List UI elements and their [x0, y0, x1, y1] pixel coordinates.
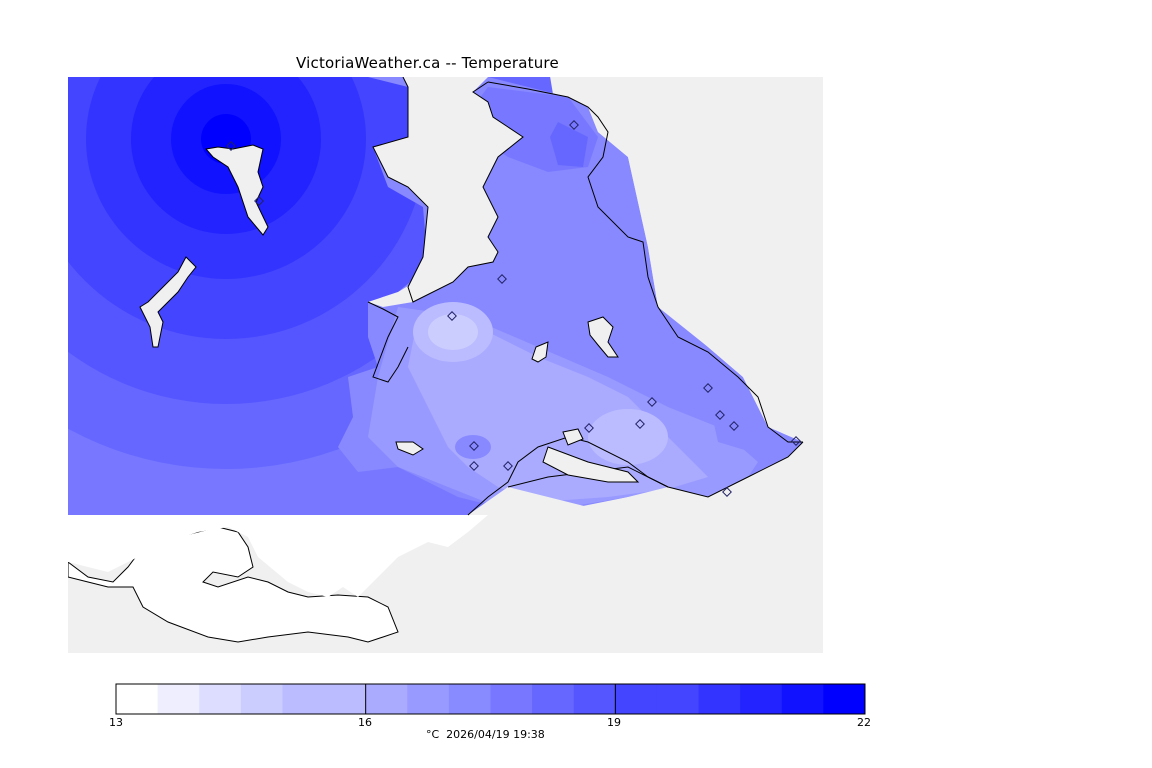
- colorbar-frame: [115, 683, 866, 715]
- station-marker[interactable]: [226, 141, 236, 151]
- colorbar-cell: [116, 684, 159, 714]
- station-marker[interactable]: [503, 461, 513, 471]
- station-marker[interactable]: [647, 397, 657, 407]
- station-marker[interactable]: [791, 436, 801, 446]
- colorbar: [115, 683, 866, 715]
- colorbar-tick-label: 22: [857, 716, 871, 729]
- colorbar-cell: [740, 684, 783, 714]
- colorbar-cell: [823, 684, 866, 714]
- station-marker[interactable]: [497, 274, 507, 284]
- station-marker[interactable]: [469, 461, 479, 471]
- colorbar-cell: [448, 684, 491, 714]
- colorbar-cell: [324, 684, 367, 714]
- station-marker[interactable]: [722, 487, 732, 497]
- colorbar-cell: [157, 684, 200, 714]
- station-marker[interactable]: [569, 120, 579, 130]
- colorbar-cell: [282, 684, 325, 714]
- colorbar-cell: [781, 684, 824, 714]
- no-data-band: [68, 515, 488, 597]
- colorbar-tick-label: 16: [358, 716, 372, 729]
- station-marker[interactable]: [729, 421, 739, 431]
- station-marker[interactable]: [447, 311, 457, 321]
- colorbar-cell: [240, 684, 283, 714]
- weather-stations: [226, 120, 801, 497]
- colorbar-cell: [199, 684, 242, 714]
- station-marker[interactable]: [254, 196, 264, 206]
- colorbar-tick-label: 13: [109, 716, 123, 729]
- colorbar-cell: [365, 684, 408, 714]
- colorbar-cell: [407, 684, 450, 714]
- colorbar-cell: [656, 684, 700, 714]
- colorbar-cell: [615, 684, 658, 714]
- temperature-map[interactable]: [68, 77, 823, 653]
- colorbar-cell: [490, 684, 533, 714]
- station-marker[interactable]: [703, 383, 713, 393]
- colorbar-cell: [532, 684, 575, 714]
- map-title: VictoriaWeather.ca -- Temperature: [296, 54, 559, 72]
- station-marker[interactable]: [635, 419, 645, 429]
- colorbar-cells: [115, 683, 866, 715]
- station-marker[interactable]: [715, 410, 725, 420]
- colorbar-tick-label: 19: [607, 716, 621, 729]
- station-marker[interactable]: [469, 441, 479, 451]
- colorbar-cell: [698, 684, 741, 714]
- islands: [139, 144, 640, 483]
- colorbar-cell: [573, 684, 616, 714]
- station-marker[interactable]: [584, 423, 594, 433]
- units-and-timestamp: °C 2026/04/19 19:38: [426, 728, 545, 741]
